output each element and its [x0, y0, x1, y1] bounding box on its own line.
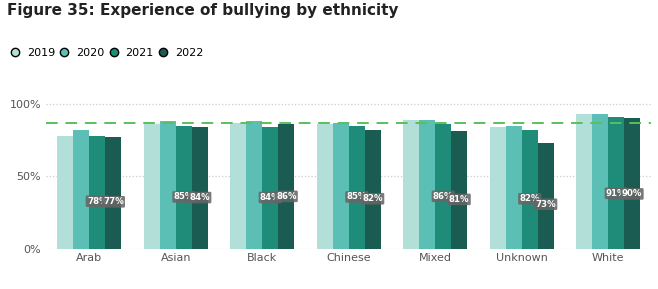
Text: 85%: 85% — [174, 192, 194, 201]
Bar — [451, 131, 467, 249]
Bar — [365, 130, 381, 249]
Bar — [89, 136, 105, 249]
Bar — [333, 123, 349, 249]
Bar — [435, 124, 451, 249]
Bar — [263, 127, 278, 249]
Bar — [419, 120, 435, 249]
Bar — [316, 124, 333, 249]
Bar — [160, 121, 176, 249]
Bar — [176, 126, 191, 249]
Text: 82%: 82% — [519, 194, 540, 203]
Text: 90%: 90% — [622, 189, 642, 199]
Legend: 2019, 2020, 2021, 2022: 2019, 2020, 2021, 2022 — [13, 48, 203, 58]
Bar — [522, 130, 538, 249]
Text: 78%: 78% — [87, 197, 108, 206]
Bar — [191, 127, 208, 249]
Bar — [73, 130, 89, 249]
Bar — [592, 114, 608, 249]
Bar — [403, 120, 419, 249]
Bar — [506, 126, 522, 249]
Bar — [230, 123, 246, 249]
Text: 73%: 73% — [536, 200, 556, 209]
Bar — [576, 114, 592, 249]
Bar — [105, 137, 121, 249]
Text: 85%: 85% — [347, 192, 367, 201]
Text: 86%: 86% — [433, 192, 453, 201]
Text: 77%: 77% — [103, 197, 124, 206]
Bar — [624, 118, 640, 249]
Text: 82%: 82% — [363, 194, 383, 203]
Bar — [144, 124, 160, 249]
Bar — [490, 127, 506, 249]
Bar — [278, 124, 294, 249]
Text: 81%: 81% — [449, 195, 469, 204]
Bar — [538, 143, 553, 249]
Bar — [608, 117, 624, 249]
Bar — [349, 126, 365, 249]
Text: 86%: 86% — [276, 192, 297, 201]
Bar — [246, 121, 263, 249]
Text: 84%: 84% — [260, 193, 280, 202]
Text: Figure 35: Experience of bullying by ethnicity: Figure 35: Experience of bullying by eth… — [7, 3, 398, 18]
Text: 84%: 84% — [190, 193, 210, 202]
Text: 91%: 91% — [606, 189, 626, 198]
Bar — [57, 136, 73, 249]
